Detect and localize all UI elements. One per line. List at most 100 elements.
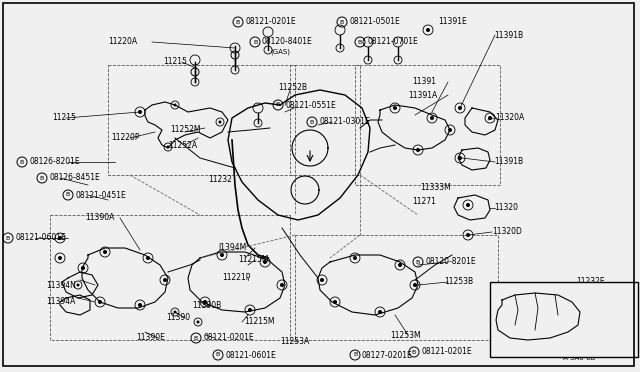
Text: 11215: 11215 — [52, 113, 76, 122]
Text: B: B — [66, 192, 70, 198]
Circle shape — [146, 256, 150, 260]
Text: 08121-0551E: 08121-0551E — [285, 100, 336, 109]
Text: 08120-8201E: 08120-8201E — [425, 257, 476, 266]
Circle shape — [353, 256, 357, 260]
Circle shape — [58, 256, 62, 260]
Text: 11215: 11215 — [163, 58, 187, 67]
Text: B: B — [412, 350, 416, 355]
Text: 08121-0301E: 08121-0301E — [319, 118, 370, 126]
Text: B: B — [194, 336, 198, 340]
Circle shape — [416, 148, 420, 152]
Circle shape — [378, 310, 382, 314]
Text: 11252B: 11252B — [278, 83, 307, 93]
Text: B: B — [416, 260, 420, 264]
Text: 11252A: 11252A — [168, 141, 197, 150]
Circle shape — [466, 203, 470, 207]
Text: B: B — [353, 353, 357, 357]
Circle shape — [220, 253, 224, 257]
Text: B: B — [276, 103, 280, 108]
Circle shape — [173, 311, 177, 314]
Circle shape — [163, 278, 167, 282]
Text: 11391B: 11391B — [494, 31, 523, 39]
Circle shape — [426, 28, 430, 32]
Text: (GAS): (GAS) — [270, 49, 290, 55]
Text: 11220P: 11220P — [111, 134, 140, 142]
Circle shape — [458, 106, 462, 110]
Text: B: B — [358, 39, 362, 45]
Circle shape — [430, 116, 434, 120]
Text: 11320D: 11320D — [492, 228, 522, 237]
Text: 11220A: 11220A — [108, 38, 137, 46]
Text: B: B — [340, 19, 344, 25]
Text: 08121-0201E: 08121-0201E — [421, 347, 472, 356]
Text: 08120-8401E: 08120-8401E — [262, 38, 313, 46]
Circle shape — [333, 300, 337, 304]
Text: 11253B: 11253B — [444, 278, 473, 286]
Text: 08127-0201E: 08127-0201E — [362, 350, 413, 359]
Text: 11252M: 11252M — [170, 125, 200, 135]
Circle shape — [488, 116, 492, 120]
Circle shape — [203, 300, 207, 304]
Text: 11253A: 11253A — [280, 337, 309, 346]
Circle shape — [218, 121, 221, 124]
Circle shape — [81, 266, 85, 270]
Circle shape — [103, 250, 107, 254]
Text: 08121-0451E: 08121-0451E — [75, 190, 125, 199]
Circle shape — [398, 263, 402, 267]
Text: 11232: 11232 — [208, 176, 232, 185]
Text: 11390A: 11390A — [85, 214, 115, 222]
Text: 08121-0701E: 08121-0701E — [367, 38, 418, 46]
Text: 11394A: 11394A — [46, 298, 76, 307]
Text: 08121-0201E: 08121-0201E — [245, 17, 296, 26]
Text: B: B — [253, 39, 257, 45]
Circle shape — [138, 303, 142, 307]
Text: B: B — [236, 19, 240, 25]
Text: 08126-8451E: 08126-8451E — [49, 173, 100, 183]
Text: 11391E: 11391E — [438, 17, 467, 26]
Text: 11390E: 11390E — [136, 334, 165, 343]
Text: B: B — [6, 235, 10, 241]
Circle shape — [196, 321, 200, 324]
Text: 11391A: 11391A — [408, 90, 437, 99]
Circle shape — [58, 236, 62, 240]
Circle shape — [448, 128, 452, 132]
Text: 11215M: 11215M — [244, 317, 275, 327]
Text: 11391: 11391 — [412, 77, 436, 87]
Circle shape — [138, 110, 142, 114]
Text: 08121-0601E: 08121-0601E — [225, 350, 276, 359]
Circle shape — [173, 103, 177, 106]
Text: B: B — [310, 119, 314, 125]
Text: 11391B: 11391B — [494, 157, 523, 167]
Text: 11390B: 11390B — [192, 301, 221, 310]
Text: 11320: 11320 — [494, 203, 518, 212]
Circle shape — [413, 283, 417, 287]
Circle shape — [248, 308, 252, 312]
Text: 11253M: 11253M — [390, 330, 420, 340]
Circle shape — [320, 278, 324, 282]
Text: B: B — [40, 176, 44, 180]
Text: 11394N: 11394N — [46, 280, 76, 289]
Circle shape — [393, 106, 397, 110]
Text: 08121-0501E: 08121-0501E — [349, 17, 400, 26]
Text: 11215M: 11215M — [238, 256, 269, 264]
Text: 11320A: 11320A — [495, 113, 524, 122]
Bar — [490, 282, 638, 357]
Circle shape — [458, 156, 462, 160]
Text: 08121-0201E: 08121-0201E — [203, 334, 253, 343]
Text: 08121-0601E: 08121-0601E — [15, 234, 66, 243]
Text: B: B — [20, 160, 24, 164]
Text: B: B — [216, 353, 220, 357]
Circle shape — [280, 283, 284, 287]
Circle shape — [77, 283, 79, 286]
Text: 11221P: 11221P — [222, 273, 250, 282]
Text: A 3A0 6B: A 3A0 6B — [563, 355, 595, 361]
Circle shape — [263, 260, 267, 264]
Text: 11232E: 11232E — [576, 278, 605, 286]
Circle shape — [466, 233, 470, 237]
Circle shape — [98, 300, 102, 304]
Text: I1394M: I1394M — [218, 244, 246, 253]
Text: 11333M: 11333M — [420, 183, 451, 192]
Text: 11390: 11390 — [166, 314, 190, 323]
Text: 11271: 11271 — [412, 198, 436, 206]
Circle shape — [166, 145, 170, 148]
